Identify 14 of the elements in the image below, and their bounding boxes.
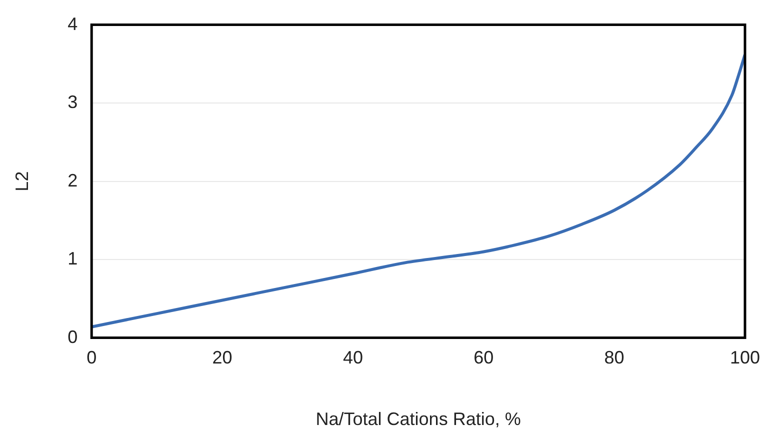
x-tick-label: 20 xyxy=(212,348,232,368)
x-axis-title: Na/Total Cations Ratio, % xyxy=(316,409,521,430)
y-tick-label: 4 xyxy=(68,14,78,34)
y-tick-label: 0 xyxy=(68,326,78,347)
y-tick-label: 2 xyxy=(68,170,78,190)
y-tick-label: 1 xyxy=(68,248,78,269)
x-tick-label: 40 xyxy=(342,348,363,368)
x-tick-label: 60 xyxy=(474,348,494,368)
x-tick-label: 0 xyxy=(86,348,97,368)
y-tick-label: 3 xyxy=(68,92,78,112)
y-axis-title: L2 xyxy=(12,171,32,192)
line-series xyxy=(92,53,745,328)
x-tick-label: 100 xyxy=(730,348,760,368)
x-tick-label: 80 xyxy=(604,348,624,368)
